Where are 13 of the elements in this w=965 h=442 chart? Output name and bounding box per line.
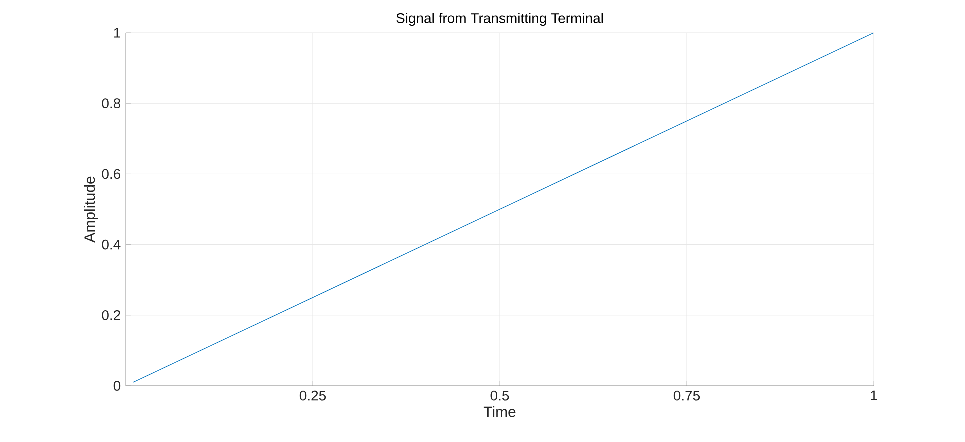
- y-tick-label: 0: [114, 381, 121, 391]
- y-axis-title: Amplitude: [84, 176, 98, 243]
- chart-title: Signal from Transmitting Terminal: [396, 13, 604, 26]
- x-tick-label: 0.25: [300, 390, 326, 401]
- x-tick-label: 0.75: [674, 390, 700, 401]
- x-tick-label: 0.5: [490, 390, 510, 401]
- y-tick-label: 0.8: [102, 98, 121, 109]
- y-tick-label: 0.4: [102, 240, 121, 250]
- y-tick-label: 1: [114, 28, 120, 38]
- x-axis-title: Time: [484, 406, 516, 418]
- x-tick-label: 1: [871, 390, 878, 400]
- y-tick-label: 0.2: [102, 310, 120, 320]
- y-tick-label: 0.6: [102, 169, 121, 180]
